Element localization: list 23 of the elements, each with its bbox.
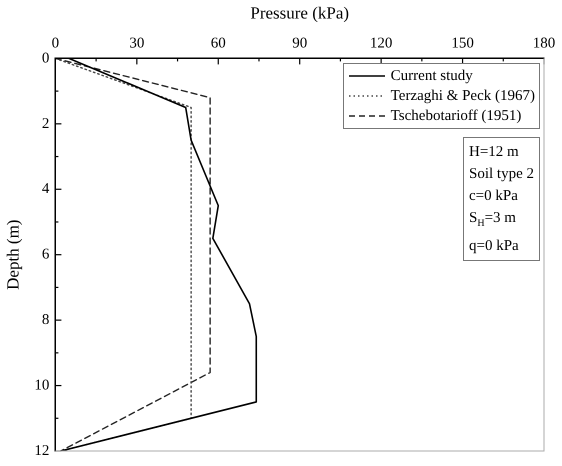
annotation: S$_{H}$=3 m [468,209,517,232]
x-tick-label: 120 [370,35,392,52]
x-tick-label: 180 [532,35,556,52]
annotation: Soil type 2 [468,165,534,184]
y-tick-label: 0 [42,50,50,66]
x-tick-label: 60 [210,35,226,52]
legend-label: Tschebotarioff (1951) [390,107,522,126]
y-tick-label: 4 [42,181,50,198]
y-tick-label: 12 [34,442,50,459]
annotation: H=12 m [468,143,520,162]
legend-label: Terzaghi & Peck (1967) [390,87,535,106]
y-tick-label: 8 [42,312,50,328]
legend-label: Current study [390,67,473,86]
y-tick-label: 10 [34,378,50,394]
y-tick-label: 6 [42,246,50,263]
annotation: c=0 kPa [468,187,519,206]
y-axis-title: Depth (m) [4,220,23,290]
y-tick-label: 2 [42,116,50,132]
x-tick-label: 150 [451,35,474,52]
annotation: q=0 kPa [468,237,520,256]
x-axis-title: Pressure (kPa) [250,4,350,23]
x-tick-label: 30 [129,35,144,52]
x-tick-label: 90 [292,35,308,52]
